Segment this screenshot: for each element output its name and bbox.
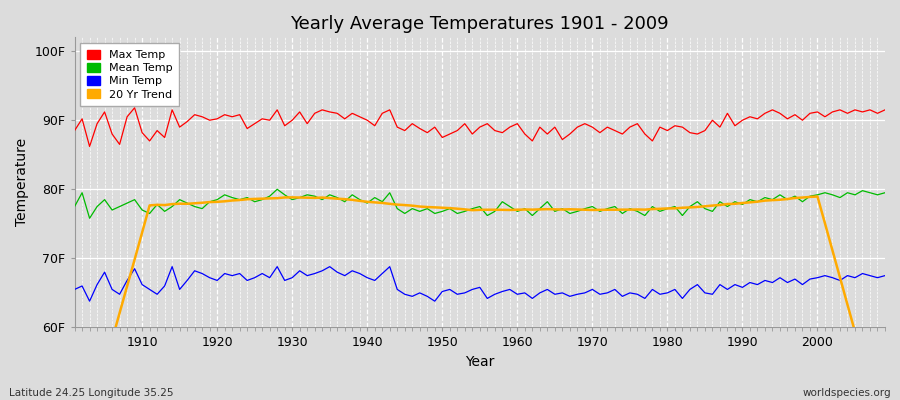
Text: Latitude 24.25 Longitude 35.25: Latitude 24.25 Longitude 35.25 [9, 388, 174, 398]
Title: Yearly Average Temperatures 1901 - 2009: Yearly Average Temperatures 1901 - 2009 [291, 15, 669, 33]
Text: worldspecies.org: worldspecies.org [803, 388, 891, 398]
X-axis label: Year: Year [465, 355, 494, 369]
Y-axis label: Temperature: Temperature [15, 138, 29, 226]
Legend: Max Temp, Mean Temp, Min Temp, 20 Yr Trend: Max Temp, Mean Temp, Min Temp, 20 Yr Tre… [80, 43, 179, 106]
